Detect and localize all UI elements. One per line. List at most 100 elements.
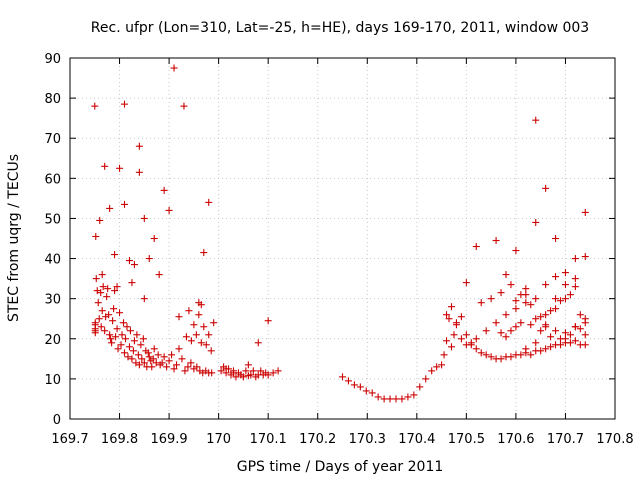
data-point bbox=[165, 357, 173, 365]
y-tick-label: 0 bbox=[53, 413, 61, 428]
data-point bbox=[537, 347, 545, 355]
y-tick-label: 80 bbox=[44, 92, 61, 107]
x-axis-label: GPS time / Days of year 2011 bbox=[237, 459, 444, 475]
data-point bbox=[537, 327, 545, 335]
data-point bbox=[101, 327, 109, 335]
data-point bbox=[492, 319, 500, 327]
data-point bbox=[581, 208, 589, 216]
data-point bbox=[380, 395, 388, 403]
data-point bbox=[96, 216, 104, 224]
data-point bbox=[561, 329, 569, 337]
data-point bbox=[566, 331, 574, 339]
data-point bbox=[195, 311, 203, 319]
data-point bbox=[197, 301, 205, 309]
data-point bbox=[232, 373, 240, 381]
data-point bbox=[158, 359, 166, 367]
data-point bbox=[472, 345, 480, 353]
data-point bbox=[170, 365, 178, 373]
data-point bbox=[168, 351, 176, 359]
data-point bbox=[116, 164, 124, 172]
data-point bbox=[339, 373, 346, 381]
data-points bbox=[91, 64, 589, 403]
data-point bbox=[99, 283, 107, 291]
data-point bbox=[561, 335, 569, 343]
data-point bbox=[433, 363, 441, 371]
data-point bbox=[532, 218, 540, 226]
data-point bbox=[208, 369, 216, 377]
data-point bbox=[557, 341, 564, 349]
data-point bbox=[124, 353, 132, 361]
data-point bbox=[457, 313, 465, 321]
data-point bbox=[105, 311, 113, 319]
data-point bbox=[152, 359, 160, 367]
data-point bbox=[422, 375, 430, 383]
data-point bbox=[193, 363, 201, 371]
data-point bbox=[561, 295, 569, 303]
data-point bbox=[566, 291, 574, 299]
data-point bbox=[205, 198, 213, 206]
data-point bbox=[542, 323, 550, 331]
data-point bbox=[117, 341, 125, 349]
data-point bbox=[257, 367, 265, 375]
data-point bbox=[477, 349, 485, 357]
data-point bbox=[222, 365, 230, 373]
data-point bbox=[482, 351, 490, 359]
data-point bbox=[368, 389, 376, 397]
data-point bbox=[517, 351, 525, 359]
data-point bbox=[448, 303, 455, 311]
data-point bbox=[175, 313, 183, 321]
data-point bbox=[571, 323, 579, 331]
data-point bbox=[452, 319, 460, 327]
data-point bbox=[571, 275, 579, 283]
data-point bbox=[165, 206, 173, 214]
data-point bbox=[113, 325, 121, 333]
chart-title: Rec. ufpr (Lon=310, Lat=-25, h=HE), days… bbox=[91, 20, 589, 36]
data-point bbox=[107, 335, 115, 343]
data-point bbox=[344, 377, 352, 385]
data-point bbox=[264, 317, 272, 325]
data-point bbox=[542, 311, 550, 319]
data-point bbox=[522, 285, 530, 293]
data-point bbox=[139, 335, 147, 343]
x-tick-label: 170.8 bbox=[596, 432, 633, 447]
data-point bbox=[98, 307, 106, 315]
data-point bbox=[128, 279, 136, 287]
data-point bbox=[242, 367, 250, 375]
data-point bbox=[502, 271, 510, 279]
data-point bbox=[121, 100, 128, 108]
x-tick-label: 169.9 bbox=[150, 432, 187, 447]
data-point bbox=[125, 343, 133, 351]
data-point bbox=[507, 353, 515, 361]
data-point bbox=[190, 321, 198, 329]
data-point bbox=[542, 281, 550, 289]
data-point bbox=[118, 331, 126, 339]
data-point bbox=[502, 333, 510, 341]
data-point bbox=[512, 305, 520, 313]
x-tick-label: 170.5 bbox=[448, 432, 485, 447]
data-point bbox=[114, 345, 122, 353]
data-point bbox=[106, 204, 114, 212]
data-point bbox=[581, 315, 589, 323]
y-tick-label: 20 bbox=[44, 333, 61, 348]
data-point bbox=[576, 311, 584, 319]
data-point bbox=[97, 289, 105, 297]
data-point bbox=[135, 168, 143, 176]
data-point bbox=[160, 186, 168, 194]
data-point bbox=[443, 311, 451, 319]
y-tick-label: 50 bbox=[44, 212, 61, 227]
data-point bbox=[130, 337, 138, 345]
data-point bbox=[135, 361, 143, 369]
data-point bbox=[576, 325, 584, 333]
data-point bbox=[202, 341, 210, 349]
y-tick-label: 40 bbox=[44, 253, 61, 268]
data-point bbox=[101, 162, 109, 170]
y-tick-label: 30 bbox=[44, 293, 61, 308]
data-point bbox=[522, 291, 530, 299]
data-point bbox=[106, 331, 114, 339]
data-point bbox=[244, 372, 252, 380]
x-tick-label: 170.3 bbox=[349, 432, 386, 447]
data-point bbox=[522, 345, 530, 353]
data-point bbox=[197, 339, 205, 347]
data-point bbox=[180, 102, 188, 110]
